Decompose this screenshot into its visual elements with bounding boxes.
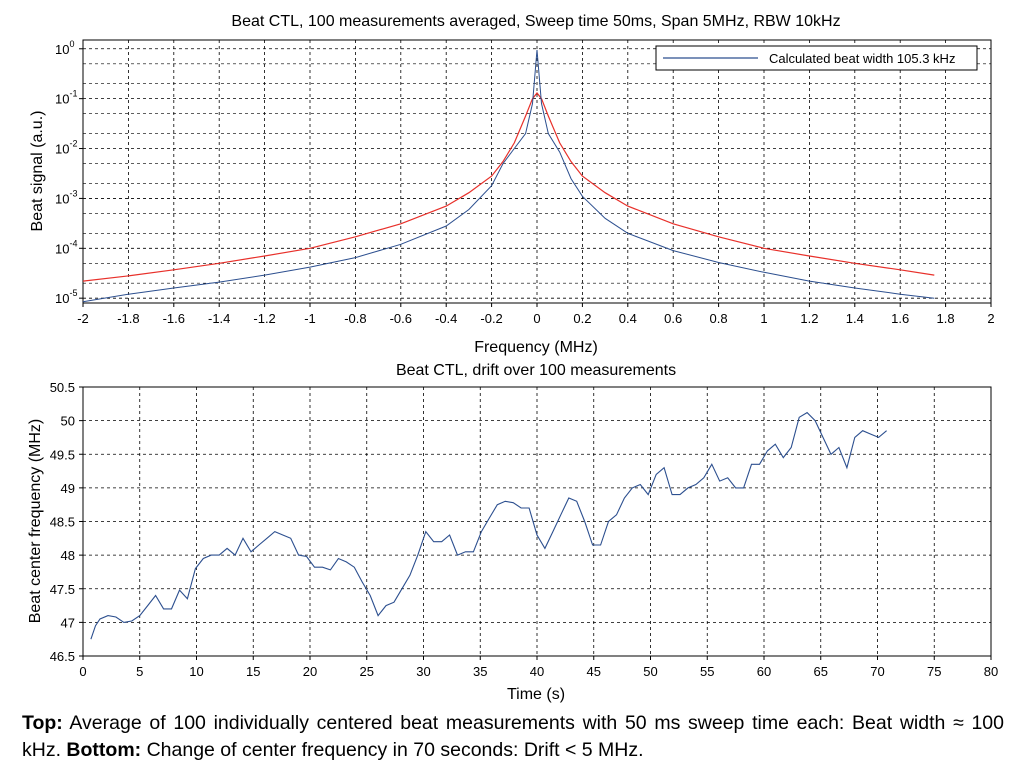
top-x-tick-label: -0.8 [344,311,366,326]
bottom-y-tick-label: 49.5 [50,447,75,462]
bottom-x-tick-label: 80 [984,664,998,679]
top-y-tick-label: 100 [55,39,74,57]
top-x-tick-label: 0.8 [710,311,728,326]
top-x-tick-label: -1 [304,311,316,326]
bottom-y-tick-label: 49 [61,481,75,496]
bottom-x-tick-label: 30 [416,664,430,679]
top-x-tick-label: -1.6 [163,311,185,326]
bottom-x-tick-label: 55 [700,664,714,679]
top-x-tick-label: 1.6 [891,311,909,326]
bottom-x-tick-label: 0 [79,664,86,679]
top-x-tick-label: -0.4 [435,311,457,326]
top-y-tick-label: 10-4 [55,238,77,256]
top-legend: Calculated beat width 105.3 kHz [655,45,978,71]
bottom-y-tick-label: 46.5 [50,649,75,664]
top-x-tick-label: 0.6 [664,311,682,326]
bottom-x-tick-label: 45 [587,664,601,679]
caption-bottom-label: Bottom: [66,739,142,761]
measured-beat-line [82,49,935,303]
top-x-tick-label: 0 [533,311,540,326]
top-x-tick-label: -1.4 [208,311,230,326]
bottom-x-tick-label: 40 [530,664,544,679]
top-chart-title: Beat CTL, 100 measurements averaged, Swe… [231,13,840,30]
top-series-layer [82,49,935,303]
top-x-tick-label: 2 [987,311,994,326]
top-y-tick-label: 10-2 [55,139,77,157]
bottom-x-tick-label: 20 [303,664,317,679]
bottom-y-tick-label: 50 [61,414,75,429]
bottom-grid [83,387,991,656]
fit-curve-line [82,92,935,282]
top-x-axis-label: Frequency (MHz) [474,339,598,356]
top-x-tick-label: 0.4 [619,311,637,326]
figure: Beat CTL, 100 measurements averaged, Swe… [27,13,998,703]
top-x-tick-label: 1.2 [800,311,818,326]
bottom-y-tick-label: 47.5 [50,582,75,597]
top-y-axis-label: Beat signal (a.u.) [29,111,46,232]
top-y-tick-label: 10-1 [55,89,77,107]
figure-caption: Top: Average of 100 individually centere… [22,710,1004,764]
bottom-x-axis-label: Time (s) [507,686,565,703]
top-y-ticks: 100 10-1 10-2 10-3 10-4 10-5 [55,39,83,306]
bottom-y-tick-label: 47 [61,615,75,630]
caption-top-label: Top: [22,712,63,734]
caption-top-text: Average of 100 individually centered bea… [22,712,1004,761]
bottom-series-layer [90,411,887,640]
top-x-tick-label: 1.4 [846,311,864,326]
top-x-tick-label: 0.2 [573,311,591,326]
bottom-y-axis-label: Beat center frequency (MHz) [27,419,44,624]
top-x-tick-label: -0.6 [390,311,412,326]
top-x-tick-label: -0.2 [480,311,502,326]
drift-line [90,411,887,640]
bottom-x-tick-label: 50 [643,664,657,679]
bottom-chart-title: Beat CTL, drift over 100 measurements [396,362,676,379]
bottom-x-tick-label: 25 [360,664,374,679]
top-grid [83,40,991,303]
bottom-x-ticks: 0 5 10 15 20 25 30 35 40 45 50 55 60 65 70 75 80 [79,656,998,679]
bottom-x-tick-label: 75 [927,664,941,679]
bottom-x-tick-label: 35 [473,664,487,679]
caption-bottom-text: Change of center frequency in 70 seconds… [141,739,644,761]
top-y-tick-label: 10-3 [55,188,77,206]
bottom-x-tick-label: 5 [136,664,143,679]
legend-entry: Calculated beat width 105.3 kHz [769,51,955,66]
bottom-x-tick-label: 10 [189,664,203,679]
bottom-y-ticks: 50.5 50 49.5 49 48.5 48 47.5 47 46.5 [50,380,83,664]
top-x-tick-label: -1.2 [253,311,275,326]
top-x-tick-label: 1.8 [937,311,955,326]
top-x-tick-label: 1 [760,311,767,326]
bottom-y-tick-label: 48.5 [50,515,75,530]
bottom-x-tick-label: 15 [246,664,260,679]
top-x-tick-label: -1.8 [117,311,139,326]
bottom-x-tick-label: 70 [870,664,884,679]
top-y-tick-label: 10-5 [55,288,77,306]
bottom-x-tick-label: 65 [814,664,828,679]
bottom-x-tick-label: 60 [757,664,771,679]
bottom-y-tick-label: 50.5 [50,380,75,395]
beat-signal-chart: Beat CTL, 100 measurements averaged, Swe… [29,13,995,356]
top-x-tick-label: -2 [77,311,89,326]
bottom-y-tick-label: 48 [61,548,75,563]
top-x-ticks: -2 -1.8 -1.6 -1.4 -1.2 -1 -0.8 -0.6 -0.4 -0.2 0 0.2… [77,303,995,326]
